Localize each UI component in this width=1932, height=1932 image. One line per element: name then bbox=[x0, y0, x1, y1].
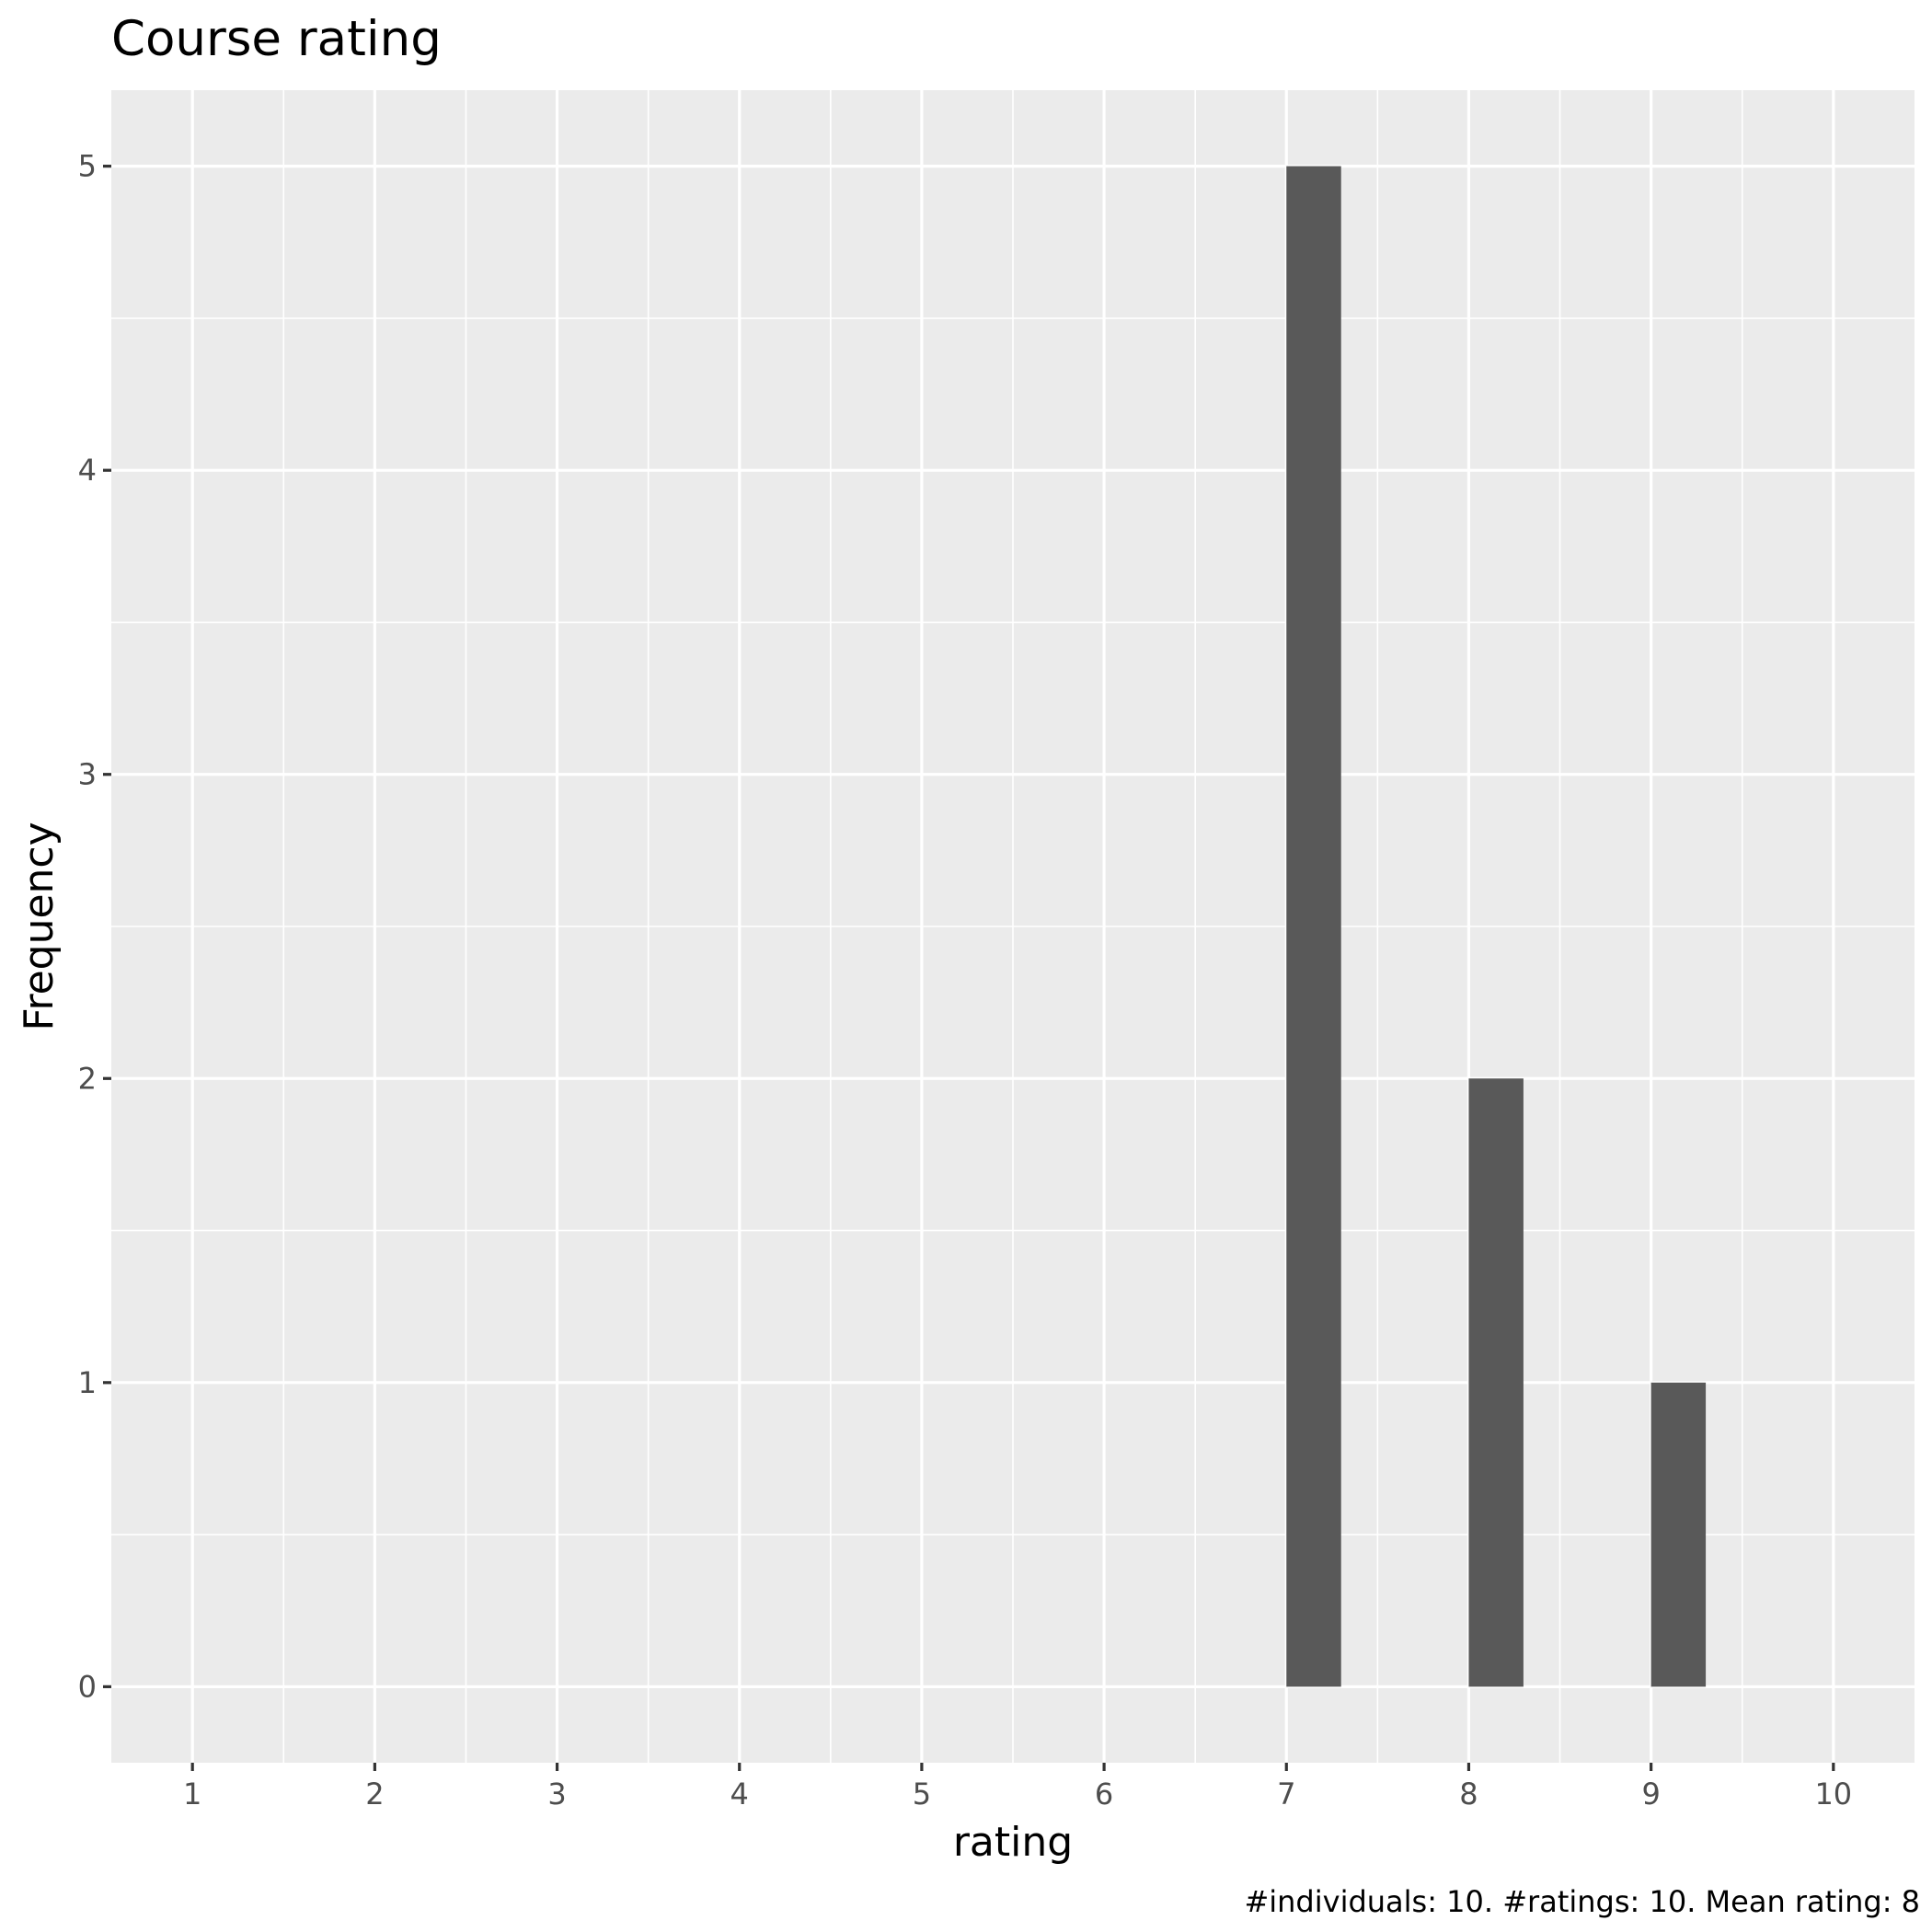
y-tick-label: 3 bbox=[78, 757, 97, 792]
x-tick-label: 1 bbox=[183, 1777, 201, 1811]
bars bbox=[1286, 166, 1707, 1687]
grid-lines bbox=[111, 90, 1915, 1763]
y-tick-label: 1 bbox=[78, 1365, 97, 1400]
y-tick-label: 2 bbox=[78, 1061, 97, 1096]
x-tick-label: 8 bbox=[1459, 1777, 1478, 1811]
x-tick-label: 10 bbox=[1814, 1777, 1852, 1811]
x-tick-label: 6 bbox=[1095, 1777, 1113, 1811]
chart-title: Course rating bbox=[111, 11, 442, 67]
chart-caption: #individuals: 10. #ratings: 10. Mean rat… bbox=[1244, 1884, 1920, 1919]
x-axis-title: rating bbox=[953, 1819, 1073, 1866]
axis-ticks: 1 2 3 4 5 6 7 8 9 10 0 1 2 3 4 5 bbox=[78, 149, 1853, 1811]
x-tick-label: 9 bbox=[1641, 1777, 1660, 1811]
x-tick-label: 5 bbox=[913, 1777, 931, 1811]
bar-rating-9 bbox=[1650, 1382, 1707, 1687]
x-tick-label: 7 bbox=[1277, 1777, 1295, 1811]
x-tick-label: 4 bbox=[730, 1777, 749, 1811]
x-tick-label: 3 bbox=[547, 1777, 566, 1811]
x-tick-label: 2 bbox=[365, 1777, 384, 1811]
y-axis-title: Frequency bbox=[16, 822, 63, 1030]
y-tick-label: 5 bbox=[78, 149, 97, 184]
y-tick-label: 0 bbox=[78, 1669, 97, 1704]
y-tick-label: 4 bbox=[78, 453, 97, 488]
bar-rating-8 bbox=[1468, 1078, 1524, 1687]
bar-rating-7 bbox=[1286, 166, 1341, 1687]
